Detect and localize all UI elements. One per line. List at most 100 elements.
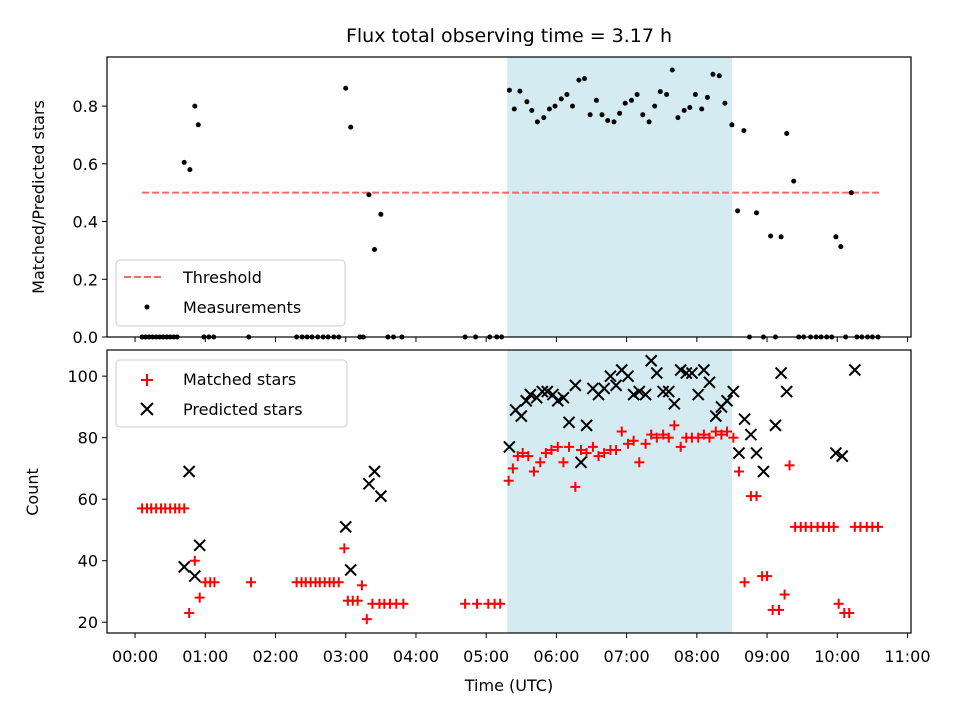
- matched-star-point: [546, 444, 557, 455]
- measurement-point: [517, 88, 523, 94]
- top-highlight-span: [507, 57, 732, 337]
- measurement-point: [778, 234, 784, 240]
- matched-star-point: [495, 598, 506, 609]
- x-tick-label: 09:00: [744, 647, 790, 666]
- measurement-point: [378, 211, 384, 217]
- measurements-legend-swatch: [144, 304, 150, 310]
- matched-star-point: [599, 448, 610, 459]
- predicted-star-point: [515, 409, 528, 423]
- x-tick-label: 10:00: [814, 647, 860, 666]
- predicted-star-point: [368, 465, 381, 478]
- predicted-star-point: [744, 428, 758, 441]
- measurement-point: [506, 87, 512, 93]
- matched-star-point: [773, 604, 784, 615]
- measurement-point: [192, 103, 198, 109]
- measurement-point: [833, 234, 839, 240]
- matched-star-point: [189, 555, 200, 566]
- bottom-y-tick-label: 20: [78, 613, 98, 632]
- measurement-point: [675, 115, 681, 121]
- predicted-star-point: [557, 391, 570, 404]
- measurement-point: [704, 94, 710, 100]
- x-tick-label: 06:00: [533, 647, 579, 666]
- matched-star-point: [623, 438, 634, 449]
- measurement-point: [629, 97, 634, 103]
- measurement-point: [646, 119, 652, 125]
- legend-matched-label: Matched stars: [183, 370, 296, 389]
- measurement-point: [593, 97, 599, 103]
- matched-star-point: [361, 614, 372, 625]
- top-axes-frame: [106, 56, 912, 338]
- matched-star-point: [517, 448, 528, 459]
- bottom-legend: Matched stars Predicted stars: [115, 359, 348, 428]
- measurement-point: [681, 107, 687, 113]
- matched-star-point: [833, 598, 844, 609]
- measurement-point: [372, 247, 377, 252]
- matched-star-point: [779, 589, 790, 600]
- top-legend: Threshold Measurements: [115, 259, 346, 327]
- predicted-star-point: [668, 397, 681, 411]
- matched-star-point: [245, 577, 256, 588]
- top-y-tick-label: 0.6: [73, 155, 98, 174]
- measurement-point: [710, 71, 716, 77]
- matched-star-point: [552, 441, 563, 452]
- measurement-point: [657, 89, 663, 95]
- measurement-point: [195, 122, 201, 128]
- predicted-star-point: [178, 560, 191, 574]
- bottom-y-tick-label: 40: [78, 552, 98, 571]
- matched-star-point: [728, 432, 739, 443]
- predicted-star-point: [692, 388, 705, 401]
- measurement-point: [634, 92, 640, 97]
- bottom-y-ticks: 20 40 60 80 100: [67, 367, 107, 632]
- x-tick-label: 02:00: [252, 647, 298, 666]
- x-tick-label: 08:00: [674, 647, 720, 666]
- measurement-point: [343, 85, 349, 91]
- matched-star-point: [587, 441, 598, 452]
- matched-star-point: [581, 448, 592, 459]
- x-axis-label: Time (UTC): [464, 676, 553, 695]
- chart-title: Flux total observing time = 3.17 h: [346, 25, 672, 47]
- measurement-point: [546, 106, 552, 112]
- x-tick-label: 01:00: [182, 647, 228, 666]
- measurement-point: [640, 112, 646, 118]
- measurement-point: [511, 106, 517, 112]
- matched-star-point: [616, 426, 627, 437]
- predicted-star-point: [339, 520, 352, 534]
- bottom-panel: 20 40 60 80 100 00:00 01:00 02:00 03:00 04:00 05:…: [23, 349, 931, 695]
- predicted-star-point: [374, 489, 388, 503]
- predicted-star-point: [569, 379, 582, 392]
- measurement-point: [617, 110, 623, 116]
- predicted-star-point: [720, 394, 734, 407]
- measurement-point: [570, 103, 575, 109]
- matched-star-point: [570, 481, 581, 492]
- matched-star-point: [628, 435, 639, 446]
- matched-star-point: [507, 463, 518, 474]
- predicted-star-point: [503, 440, 516, 454]
- matched-star-point: [528, 466, 539, 477]
- matched-star-point: [333, 577, 344, 588]
- matched-star-point: [704, 432, 715, 443]
- matched-star-point: [646, 429, 657, 440]
- matched-star-point: [675, 441, 686, 452]
- predicted-star-point: [609, 379, 623, 392]
- measurement-point: [564, 92, 570, 97]
- measurements-layer: [139, 67, 881, 340]
- measurement-point: [529, 107, 535, 113]
- measurement-point: [611, 119, 617, 125]
- bottom-axes-frame: [106, 349, 912, 634]
- matched-legend-swatch: [141, 374, 153, 386]
- predicted-star-point: [597, 382, 611, 395]
- measurement-point: [716, 73, 722, 79]
- predicted-star-point: [580, 419, 593, 432]
- legend-threshold-label: Threshold: [182, 268, 262, 287]
- matched-star-point: [651, 432, 662, 443]
- matched-star-point: [716, 429, 727, 440]
- bottom-y-axis-label: Count: [23, 468, 42, 516]
- measurement-point: [664, 92, 670, 97]
- top-legend-box: [115, 259, 346, 327]
- predicted-star-point: [757, 465, 770, 478]
- predicted-star-point: [732, 446, 746, 460]
- predicted-star-point: [639, 388, 652, 401]
- matched-star-point: [611, 444, 622, 455]
- x-tick-label: 00:00: [112, 647, 158, 666]
- measurement-point: [652, 103, 658, 109]
